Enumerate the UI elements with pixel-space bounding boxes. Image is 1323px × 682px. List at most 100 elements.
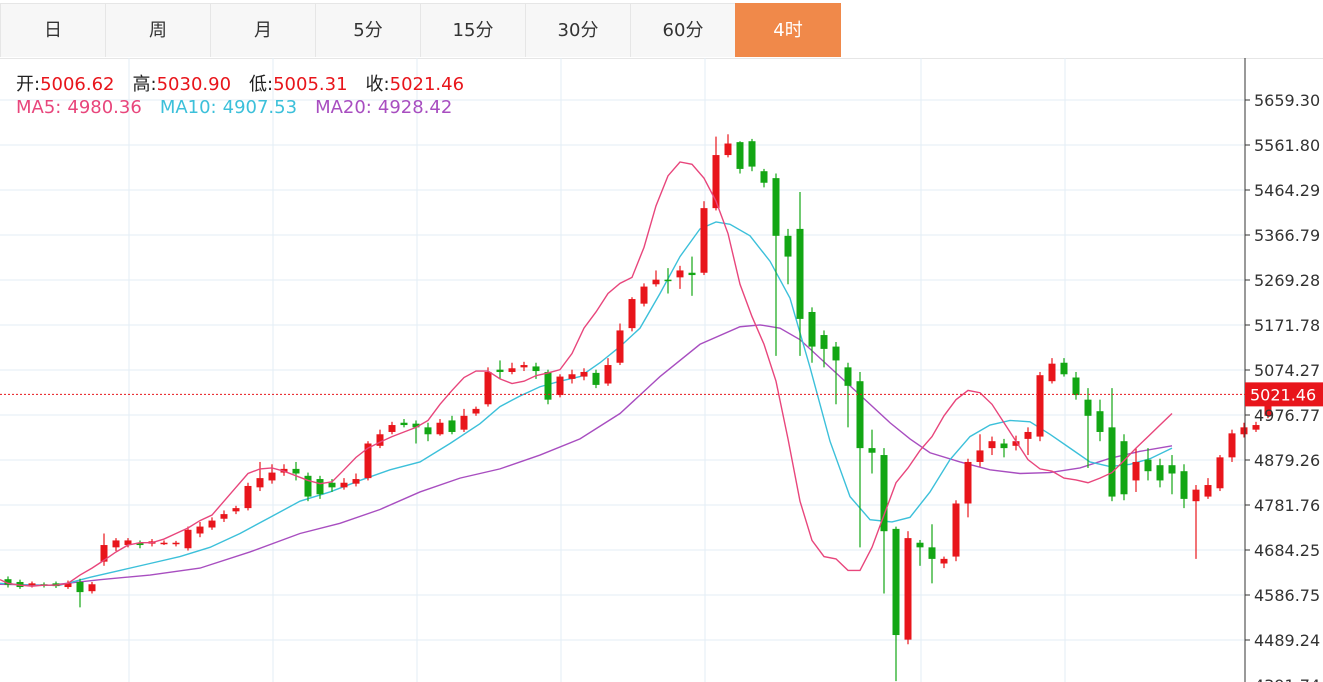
candle-body xyxy=(520,365,528,368)
candle-body xyxy=(592,372,600,385)
ma20-path xyxy=(0,324,1173,586)
candle-body xyxy=(1156,465,1164,481)
candle-body xyxy=(868,448,876,453)
high-label: 高: xyxy=(132,74,157,95)
open-label: 开: xyxy=(16,74,41,95)
candle-body xyxy=(832,346,840,361)
candle-body xyxy=(532,366,540,372)
candle-body xyxy=(1072,377,1080,396)
candle-body xyxy=(952,503,960,557)
candle-body xyxy=(808,311,816,347)
ma-readout: MA5: 4980.36 MA10: 4907.53 MA20: 4928.42 xyxy=(16,97,452,118)
candle-body xyxy=(748,141,756,167)
axis-tick-label: 4391.74 xyxy=(1254,676,1320,682)
open-value: 5006.62 xyxy=(40,74,115,95)
candle-body xyxy=(1204,485,1212,497)
tab-15min[interactable]: 15分 xyxy=(420,3,526,57)
candle-body xyxy=(244,485,252,509)
candle-body xyxy=(1192,489,1200,502)
candle-body xyxy=(1252,425,1260,430)
candle-body xyxy=(988,441,996,449)
candle-body xyxy=(892,528,900,636)
tab-60min[interactable]: 60分 xyxy=(630,3,736,57)
candle-body xyxy=(1264,401,1272,416)
axis-tick-label: 5269.28 xyxy=(1254,271,1320,290)
candlestick-chart[interactable]: 5659.30 5561.80 5464.29 5366.79 5269.28 5171.… xyxy=(0,58,1323,682)
candle-body xyxy=(412,423,420,428)
candle-body xyxy=(124,540,132,546)
tab-week[interactable]: 周 xyxy=(105,3,211,57)
candle-body xyxy=(760,171,768,183)
close-value: 5021.46 xyxy=(389,74,465,95)
ma20-label: MA20: xyxy=(315,97,372,118)
candle-body xyxy=(820,335,828,349)
ma5-label: MA5: xyxy=(16,97,62,118)
tab-5min[interactable]: 5分 xyxy=(315,3,421,57)
candle-body xyxy=(400,422,408,426)
ma20-line xyxy=(0,324,1173,586)
tab-day[interactable]: 日 xyxy=(0,3,106,57)
axis-tick-label: 5074.27 xyxy=(1254,361,1320,380)
candle-body xyxy=(388,425,396,432)
candle-body xyxy=(628,299,636,329)
candle-body xyxy=(88,584,96,592)
ma10-label: MA10: xyxy=(159,97,217,118)
axis-tick-label: 4976.77 xyxy=(1254,406,1320,425)
high-value: 5030.90 xyxy=(156,74,232,95)
ma10-path xyxy=(0,221,1173,586)
candle-body xyxy=(796,228,804,319)
last-price-label: 5021.46 xyxy=(1250,385,1316,404)
candle-body xyxy=(844,367,852,386)
low-label: 低: xyxy=(249,74,274,95)
candle-body xyxy=(544,371,552,400)
candle-body xyxy=(232,508,240,512)
candle-body xyxy=(580,371,588,377)
chart-grid xyxy=(0,58,1244,682)
price-axis: 5659.30 5561.80 5464.29 5366.79 5269.28 5171.… xyxy=(1244,58,1320,682)
candle-body xyxy=(472,408,480,414)
candle-body xyxy=(556,376,564,396)
ohlc-readout: 开:5006.62 高:5030.90 低:5005.31 收:5021.46 xyxy=(16,70,464,96)
tab-month[interactable]: 月 xyxy=(210,3,316,57)
candle-body xyxy=(436,422,444,435)
candle-body xyxy=(484,371,492,405)
candle-body xyxy=(268,472,276,481)
candle-body xyxy=(352,479,360,484)
candle-body xyxy=(784,235,792,257)
candle-body xyxy=(568,374,576,379)
period-tabs: 日 周 月 5分 15分 30分 60分 4时 xyxy=(0,0,1323,59)
candles xyxy=(4,134,1284,682)
low-value: 5005.31 xyxy=(273,74,348,95)
axis-tick-label: 4781.76 xyxy=(1254,496,1320,515)
candle-body xyxy=(1168,465,1176,474)
ma5-value: 4980.36 xyxy=(67,97,142,118)
candle-body xyxy=(916,542,924,548)
tab-30min[interactable]: 30分 xyxy=(525,3,631,57)
axis-tick-label: 5171.78 xyxy=(1254,316,1320,335)
candle-body xyxy=(1060,362,1068,375)
tab-4hour[interactable]: 4时 xyxy=(735,3,841,57)
candle-body xyxy=(964,461,972,504)
candle-body xyxy=(28,583,36,586)
axis-tick-label: 4489.24 xyxy=(1254,631,1320,650)
candle-body xyxy=(1096,411,1104,432)
candle-body xyxy=(904,538,912,640)
candle-body xyxy=(1000,443,1008,449)
candle-body xyxy=(616,330,624,363)
candle-body xyxy=(712,155,720,209)
last-price-tag xyxy=(1245,382,1323,407)
candle-body xyxy=(196,526,204,534)
candle-body xyxy=(1132,461,1140,481)
close-label: 收: xyxy=(365,74,390,95)
candle-body xyxy=(1228,433,1236,458)
candle-body xyxy=(1084,399,1092,416)
candle-body xyxy=(1012,441,1020,446)
candle-body xyxy=(424,427,432,435)
axis-tick-label: 5659.30 xyxy=(1254,91,1320,110)
candle-body xyxy=(364,443,372,479)
candle-body xyxy=(376,434,384,446)
candle-body xyxy=(328,482,336,488)
candle-body xyxy=(220,514,228,519)
candle-body xyxy=(880,455,888,532)
candle-body xyxy=(700,208,708,273)
